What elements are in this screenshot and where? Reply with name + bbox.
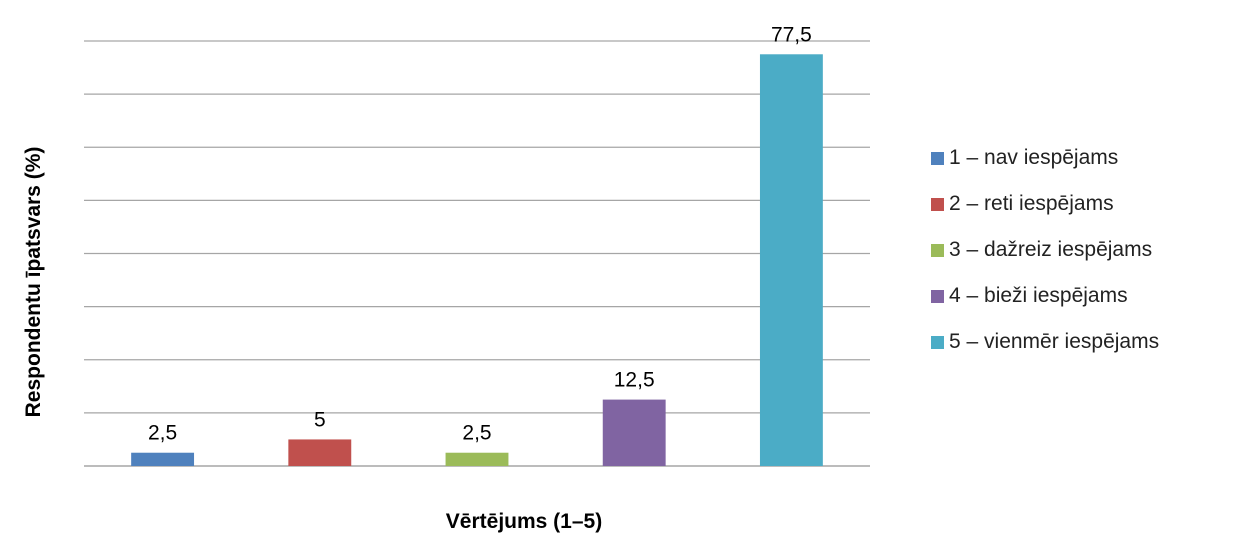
- data-label-5: 77,5: [771, 23, 812, 46]
- legend-label: 3 – dažreiz iespējams: [949, 238, 1153, 261]
- bars: [131, 54, 823, 466]
- legend-swatch: [931, 197, 944, 211]
- legend-item-2: 2 – reti iespējams: [931, 189, 1159, 219]
- bar-3: [445, 452, 509, 466]
- legend-swatch: [931, 151, 944, 165]
- legend-swatch: [931, 289, 944, 303]
- bar-2: [288, 439, 352, 466]
- legend-item-3: 3 – dažreiz iespējams: [931, 235, 1159, 265]
- gridlines: [84, 40, 870, 467]
- legend-item-1: 1 – nav iespējams: [931, 143, 1159, 173]
- legend-item-5: 5 – vienmēr iespējams: [931, 327, 1159, 357]
- legend-swatch: [931, 335, 944, 349]
- legend-label: 5 – vienmēr iespējams: [949, 330, 1160, 353]
- chart-legend: 1 – nav iespējams 2 – reti iespējams 3 – d…: [931, 143, 1159, 373]
- data-label-2: 5: [314, 408, 326, 431]
- legend-item-4: 4 – bieži iespējams: [931, 281, 1159, 311]
- x-axis-title: Vērtējums (1–5): [446, 510, 602, 533]
- legend-label: 2 – reti iespējams: [949, 192, 1114, 215]
- data-label-4: 12,5: [614, 369, 655, 392]
- bar-1: [131, 452, 195, 466]
- legend-swatch: [931, 243, 944, 257]
- legend-label: 1 – nav iespējams: [949, 146, 1119, 169]
- legend-label: 4 – bieži iespējams: [949, 284, 1128, 307]
- bar-4: [602, 399, 666, 466]
- data-labels: 2,5 5 2,5 12,5 77,5: [148, 23, 812, 444]
- bar-5: [759, 54, 823, 466]
- y-axis-title: Respondentu īpatsvars (%): [22, 147, 45, 418]
- data-label-3: 2,5: [462, 422, 491, 445]
- data-label-1: 2,5: [148, 422, 177, 445]
